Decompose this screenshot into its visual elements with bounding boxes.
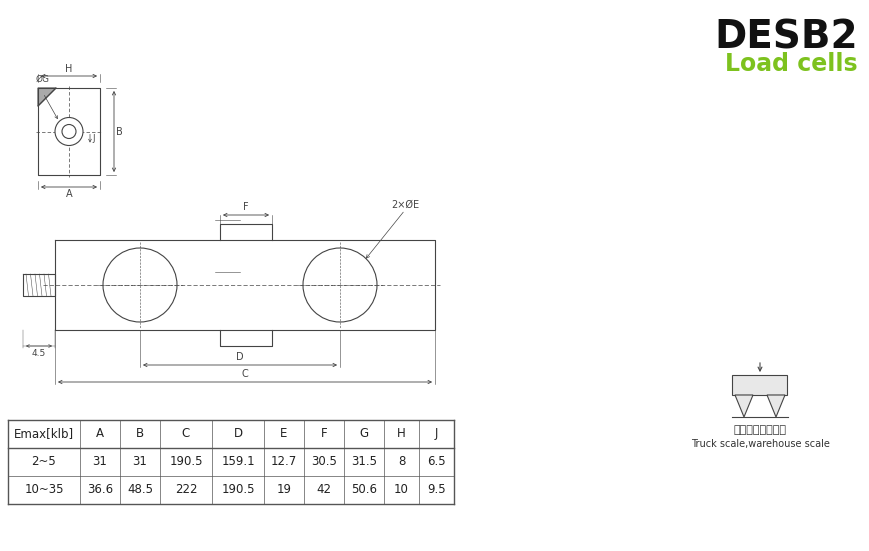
Text: DESB2: DESB2	[713, 18, 857, 56]
Text: 42: 42	[316, 483, 331, 496]
Text: 汽车衡、仓储秤等: 汽车衡、仓储秤等	[733, 425, 786, 435]
Text: J: J	[434, 428, 438, 440]
Text: 190.5: 190.5	[221, 483, 255, 496]
Text: 159.1: 159.1	[221, 456, 255, 468]
Circle shape	[62, 125, 76, 138]
Text: 19: 19	[276, 483, 291, 496]
Text: D: D	[233, 428, 242, 440]
Circle shape	[55, 117, 83, 145]
Text: Load cells: Load cells	[725, 52, 857, 76]
Text: J: J	[92, 134, 95, 143]
Text: C: C	[182, 428, 190, 440]
Text: 4.5: 4.5	[32, 349, 46, 358]
Text: B: B	[116, 127, 123, 137]
Text: Truck scale,warehouse scale: Truck scale,warehouse scale	[690, 439, 828, 449]
Text: 2~5: 2~5	[31, 456, 56, 468]
Text: 6.5: 6.5	[427, 456, 445, 468]
Polygon shape	[766, 395, 784, 417]
Text: 30.5: 30.5	[311, 456, 336, 468]
Text: 36.6: 36.6	[87, 483, 113, 496]
Text: A: A	[96, 428, 104, 440]
Bar	[732, 375, 786, 395]
Text: Emax[klb]: Emax[klb]	[14, 428, 74, 440]
Text: F: F	[243, 202, 249, 212]
Text: 8: 8	[397, 456, 405, 468]
Text: F: F	[321, 428, 327, 440]
Text: H: H	[396, 428, 406, 440]
Text: 31: 31	[92, 456, 107, 468]
Text: ØG: ØG	[36, 75, 50, 84]
Text: 10~35: 10~35	[24, 483, 63, 496]
Text: C: C	[242, 369, 248, 379]
Text: 222: 222	[175, 483, 197, 496]
Text: 2×ØE: 2×ØE	[390, 200, 419, 210]
Text: 10: 10	[394, 483, 408, 496]
Text: 31: 31	[132, 456, 147, 468]
Text: 9.5: 9.5	[427, 483, 445, 496]
Text: 48.5: 48.5	[127, 483, 153, 496]
Polygon shape	[734, 395, 753, 417]
Text: E: E	[280, 428, 288, 440]
Text: G: G	[359, 428, 368, 440]
Text: 31.5: 31.5	[350, 456, 376, 468]
Text: 50.6: 50.6	[350, 483, 376, 496]
Text: D: D	[235, 352, 243, 362]
Text: B: B	[136, 428, 144, 440]
Circle shape	[103, 248, 176, 322]
Circle shape	[302, 248, 376, 322]
Text: H: H	[65, 64, 73, 74]
Polygon shape	[38, 88, 56, 106]
Text: 190.5: 190.5	[169, 456, 202, 468]
Text: A: A	[66, 189, 72, 199]
Text: 12.7: 12.7	[270, 456, 297, 468]
